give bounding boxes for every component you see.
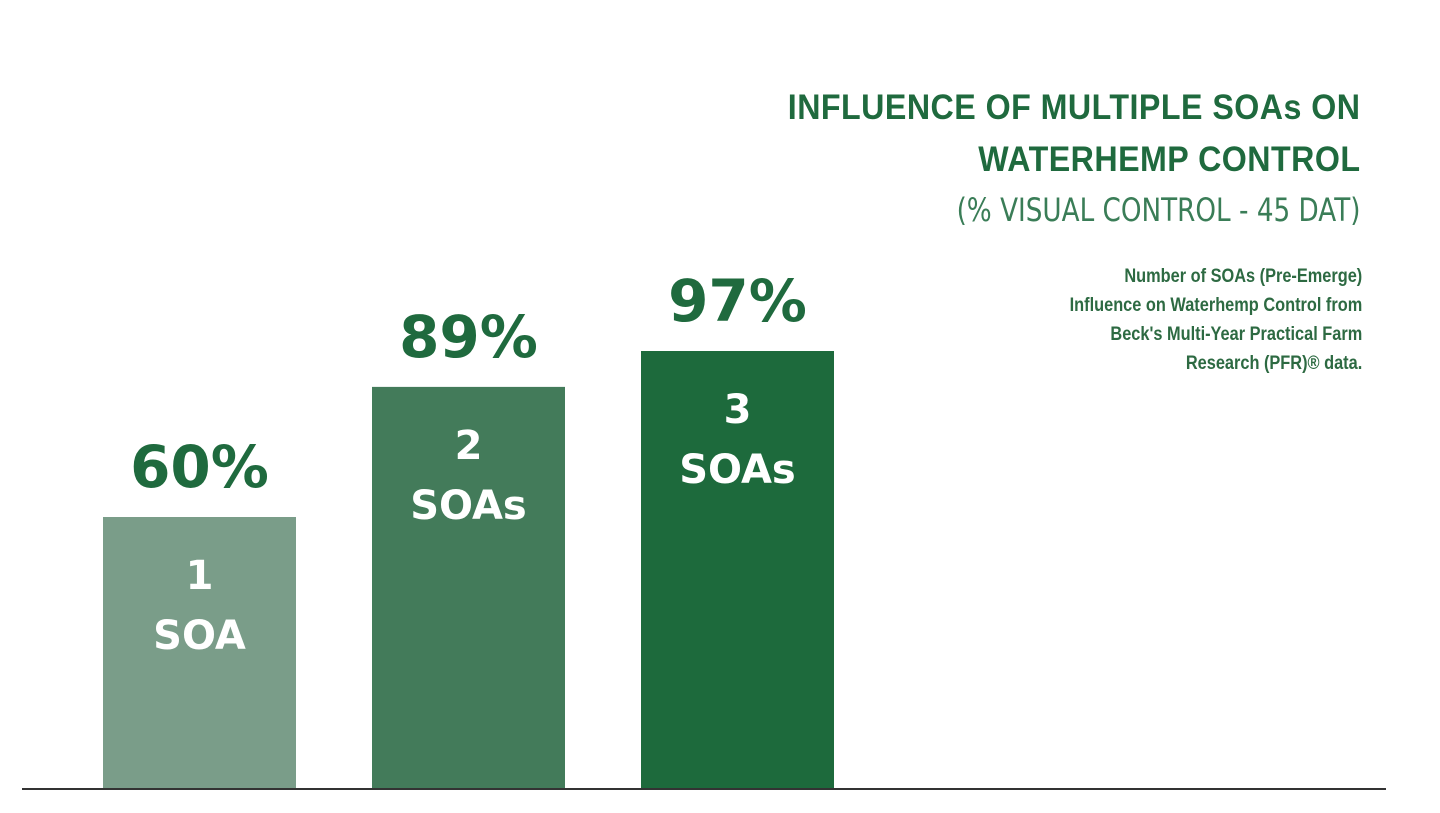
bar-group-1: 1 SOA 60%: [103, 433, 296, 789]
bar-category-number-1: 1: [186, 553, 214, 599]
source-note: Number of SOAs (Pre-Emerge) Influence on…: [1069, 262, 1362, 378]
bar-category-number-2: 2: [455, 423, 483, 469]
source-note-line-1: Number of SOAs (Pre-Emerge): [1124, 266, 1362, 287]
bar-value-label-3: 97%: [668, 267, 807, 335]
bar-category-unit-1: SOA: [153, 613, 246, 659]
bar-2: [372, 386, 565, 789]
bar-group-2: 2 SOAs 89%: [372, 303, 565, 789]
chart-subtitle: (% VISUAL CONTROL - 45 DAT): [956, 191, 1360, 229]
bar-1: [103, 517, 296, 789]
bar-category-unit-3: SOAs: [679, 447, 796, 493]
source-note-line-4: Research (PFR)® data.: [1185, 353, 1362, 374]
chart-title-line-2: WATERHEMP CONTROL: [977, 140, 1360, 179]
bar-category-unit-2: SOAs: [410, 483, 527, 529]
bar-category-number-3: 3: [724, 387, 752, 433]
bar-group-3: 3 SOAs 97%: [641, 267, 834, 789]
bar-3: [641, 351, 834, 789]
chart-title-block: INFLUENCE OF MULTIPLE SOAs ON WATERHEMP …: [738, 82, 1360, 234]
source-note-line-3: Beck's Multi-Year Practical Farm: [1110, 324, 1362, 345]
source-note-line-2: Influence on Waterhemp Control from: [1069, 295, 1362, 316]
bar-value-label-2: 89%: [399, 303, 538, 371]
chart-title-line-1: INFLUENCE OF MULTIPLE SOAs ON: [787, 88, 1360, 127]
bar-value-label-1: 60%: [130, 433, 269, 501]
